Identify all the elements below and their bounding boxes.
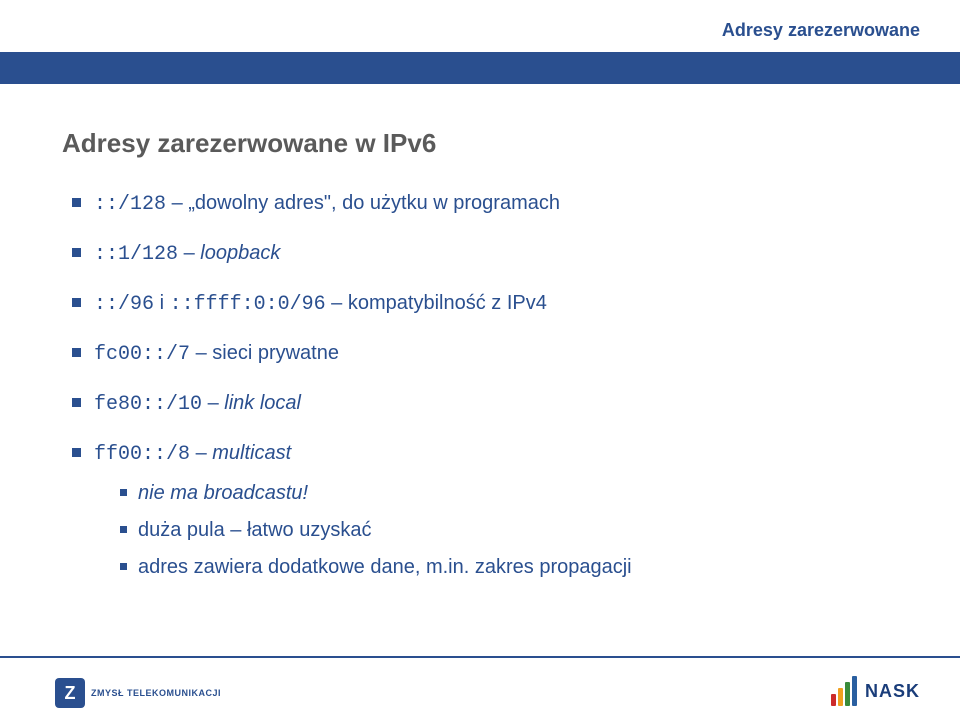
left-brand-text: ZMYSŁ TELEKOMUNIKACJI bbox=[91, 688, 221, 698]
bar bbox=[852, 676, 857, 706]
bullet-list: ::/128 – „dowolny adres", do użytku w pr… bbox=[62, 189, 920, 582]
footer-divider bbox=[0, 656, 960, 658]
sub-text: duża pula – łatwo uzyskać bbox=[138, 519, 371, 541]
code: fe80::/10 bbox=[94, 393, 202, 416]
desc: sieci prywatne bbox=[212, 342, 339, 364]
bullet-item: ::1/128 – loopback bbox=[72, 239, 920, 269]
logo-left: Z ZMYSŁ TELEKOMUNIKACJI bbox=[55, 678, 221, 708]
bar bbox=[831, 694, 836, 706]
slide-content: Adresy zarezerwowane w IPv6 ::/128 – „do… bbox=[62, 128, 920, 602]
desc: multicast bbox=[212, 442, 291, 464]
bullet-item: fc00::/7 – sieci prywatne bbox=[72, 339, 920, 369]
bullet-item: ::/96 i ::ffff:0:0/96 – kompatybilność z… bbox=[72, 289, 920, 319]
code: ::1/128 bbox=[94, 243, 178, 266]
right-brand-text: NASK bbox=[865, 681, 920, 702]
mid: i bbox=[154, 292, 170, 314]
code2: ::ffff:0:0/96 bbox=[170, 293, 326, 316]
sep: – bbox=[190, 442, 212, 464]
main-title: Adresy zarezerwowane w IPv6 bbox=[62, 128, 920, 159]
header-title: Adresy zarezerwowane bbox=[722, 20, 920, 41]
code: ::/96 bbox=[94, 293, 154, 316]
header-bar bbox=[0, 52, 960, 84]
sep: – bbox=[202, 392, 224, 414]
desc: „dowolny adres", do użytku w programach bbox=[188, 192, 560, 214]
sub-list: nie ma broadcastu! duża pula – łatwo uzy… bbox=[94, 479, 920, 582]
sub-text: nie ma broadcastu! bbox=[138, 482, 308, 504]
bar bbox=[845, 682, 850, 706]
bullet-item: ff00::/8 – multicast nie ma broadcastu! … bbox=[72, 439, 920, 582]
z-icon: Z bbox=[55, 678, 85, 708]
logo-right: NASK bbox=[831, 676, 920, 706]
sep: – bbox=[178, 242, 200, 264]
sub-item: adres zawiera dodatkowe dane, m.in. zakr… bbox=[120, 553, 920, 582]
desc: link local bbox=[224, 392, 301, 414]
sep: – bbox=[166, 192, 188, 214]
bullet-item: ::/128 – „dowolny adres", do użytku w pr… bbox=[72, 189, 920, 219]
bar bbox=[838, 688, 843, 706]
code: fc00::/7 bbox=[94, 343, 190, 366]
desc: kompatybilność z IPv4 bbox=[348, 292, 547, 314]
code: ff00::/8 bbox=[94, 443, 190, 466]
sep: – bbox=[326, 292, 348, 314]
sub-item: nie ma broadcastu! bbox=[120, 479, 920, 508]
code: ::/128 bbox=[94, 193, 166, 216]
bullet-item: fe80::/10 – link local bbox=[72, 389, 920, 419]
sub-text: adres zawiera dodatkowe dane, m.in. zakr… bbox=[138, 556, 632, 578]
nask-bars-icon bbox=[831, 676, 857, 706]
sep: – bbox=[190, 342, 212, 364]
sub-item: duża pula – łatwo uzyskać bbox=[120, 516, 920, 545]
desc: loopback bbox=[200, 242, 280, 264]
